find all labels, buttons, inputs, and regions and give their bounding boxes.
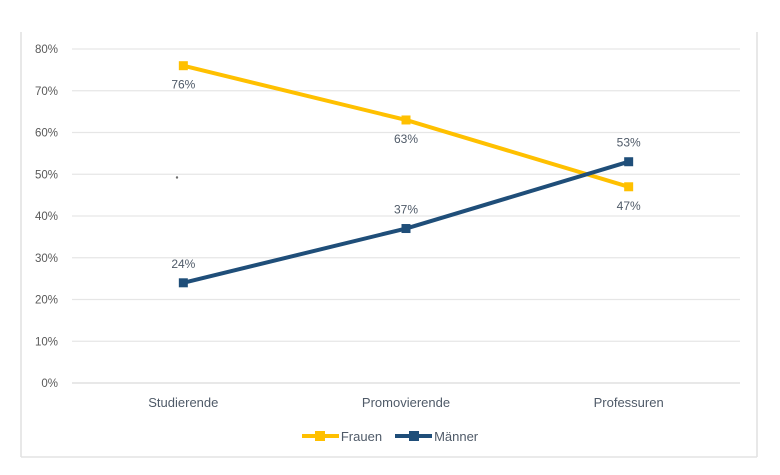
- legend-label-frauen: Frauen: [340, 428, 383, 444]
- y-axis-tick-label: 80%: [35, 44, 58, 56]
- data-label-maenner: 37%: [394, 203, 418, 217]
- data-label-maenner: 24%: [171, 257, 195, 271]
- x-axis-category-label: Studierende: [148, 395, 218, 410]
- y-axis-tick-label: 60%: [35, 128, 58, 140]
- legend-square-icon-maenner: [408, 431, 419, 441]
- legend-square-icon-frauen: [315, 431, 326, 441]
- y-axis-tick-label: 0%: [41, 378, 58, 390]
- legend-label-maenner: Männer: [434, 428, 479, 444]
- data-label-maenner: 53%: [617, 136, 641, 150]
- legend-item-maenner: Männer: [395, 429, 478, 444]
- series-line-maenner: [181, 159, 631, 285]
- data-point-marker-frauen: [624, 182, 634, 192]
- y-axis-tick-label: 70%: [35, 86, 58, 98]
- legend-line-icon-frauen: [301, 431, 339, 441]
- y-axis-tick-label: 10%: [35, 336, 58, 348]
- data-point-marker-frauen: [178, 61, 188, 71]
- y-axis-tick-label: 20%: [35, 295, 58, 307]
- legend-item-frauen: Frauen: [301, 428, 383, 444]
- legend-line-icon-maenner: [395, 431, 433, 441]
- chart-legend: Frauen Männer: [0, 427, 780, 445]
- data-point-marker-frauen: [401, 115, 411, 125]
- series-line-frauen: [181, 63, 631, 189]
- data-label-frauen: 76%: [171, 78, 195, 92]
- y-axis-tick-label: 40%: [35, 211, 58, 223]
- data-label-frauen: 63%: [394, 132, 418, 146]
- x-axis-category-label: Promovierende: [362, 395, 450, 410]
- data-point-marker-maenner: [624, 157, 634, 167]
- stray-dot-artifact: [175, 176, 179, 179]
- data-point-marker-maenner: [401, 224, 411, 234]
- x-axis-category-label: Professuren: [594, 395, 664, 410]
- y-axis-tick-label: 30%: [35, 253, 58, 265]
- y-axis-tick-label: 50%: [35, 169, 58, 181]
- data-point-marker-maenner: [178, 278, 188, 288]
- data-label-frauen: 47%: [617, 199, 641, 213]
